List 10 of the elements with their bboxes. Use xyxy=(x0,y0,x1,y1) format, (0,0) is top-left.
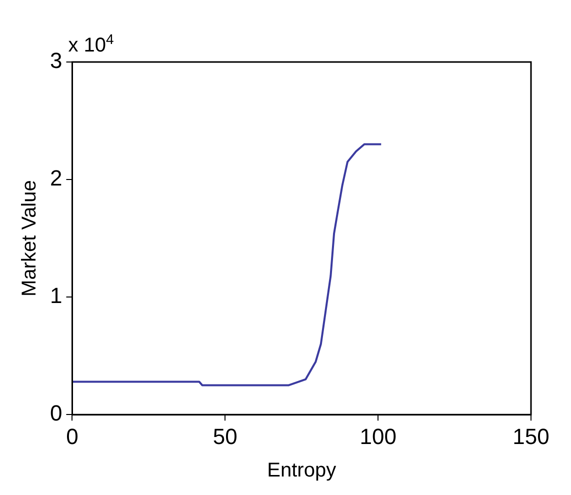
y-tick-label: 3 xyxy=(50,48,62,74)
x-tick-label: 100 xyxy=(360,424,396,449)
x-tick-label: 0 xyxy=(66,424,78,449)
y-tick-label: 0 xyxy=(50,400,62,426)
x-axis-title: Entropy xyxy=(267,460,336,482)
x-tick-label: 150 xyxy=(512,424,550,449)
x-tick-label: 50 xyxy=(212,424,238,449)
y-tick-label: 1 xyxy=(50,283,62,308)
y-tick-label: 2 xyxy=(50,166,62,191)
y-axis-title: Market Value xyxy=(18,180,41,296)
